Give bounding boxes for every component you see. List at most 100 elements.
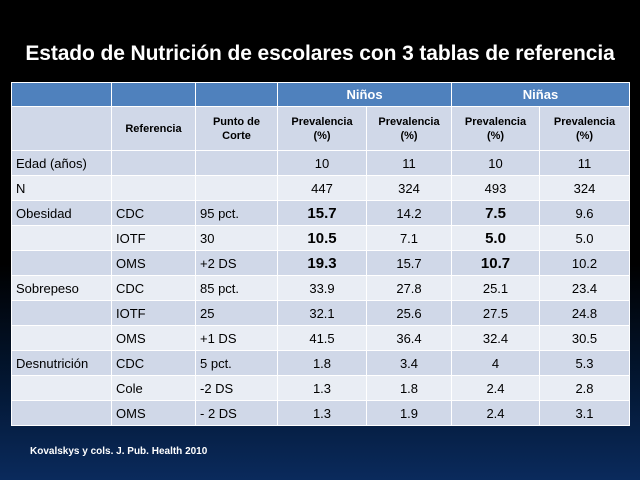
column-header-prevalencia-ninos-1: Prevalencia (%) <box>277 106 367 151</box>
column-header-row: Referencia Punto de Corte Prevalencia (%… <box>11 106 630 151</box>
table-row: OMS - 2 DS 1.3 1.9 2.4 3.1 <box>11 400 630 426</box>
punto-de-corte-cell: 5 pct. <box>195 350 278 376</box>
referencia-cell: Cole <box>111 375 196 401</box>
punto-de-corte-cell: -2 DS <box>195 375 278 401</box>
prevalence-cell: 1.3 <box>277 375 367 401</box>
table-row: OMS +1 DS 41.5 36.4 32.4 30.5 <box>11 325 630 351</box>
punto-de-corte-cell <box>195 175 278 201</box>
referencia-cell: OMS <box>111 250 196 276</box>
table-row: Obesidad CDC 95 pct. 15.7 14.2 7.5 9.6 <box>11 200 630 226</box>
prevalence-cell: 10.2 <box>539 250 630 276</box>
row-label-cell: Sobrepeso <box>11 275 112 301</box>
prevalence-cell: 24.8 <box>539 300 630 326</box>
punto-de-corte-cell: 85 pct. <box>195 275 278 301</box>
prevalence-cell: 2.4 <box>451 400 540 426</box>
referencia-cell: IOTF <box>111 300 196 326</box>
column-header-prevalencia-ninos-2: Prevalencia (%) <box>366 106 452 151</box>
prevalence-cell: 1.9 <box>366 400 452 426</box>
prevalence-cell: 25.1 <box>451 275 540 301</box>
prevalence-cell: 36.4 <box>366 325 452 351</box>
prevalence-cell: 5.0 <box>451 225 540 251</box>
prevalence-cell: 32.4 <box>451 325 540 351</box>
empty-header-cell <box>11 106 112 151</box>
citation: Kovalskys y cols. J. Pub. Health 2010 <box>30 446 208 457</box>
empty-header-cell <box>111 82 196 107</box>
prevalence-cell: 5.0 <box>539 225 630 251</box>
group-header-ninas: Niñas <box>451 82 630 107</box>
prevalence-cell: 1.8 <box>366 375 452 401</box>
prevalence-cell: 41.5 <box>277 325 367 351</box>
prevalence-cell: 10 <box>451 150 540 176</box>
row-label-cell <box>11 325 112 351</box>
referencia-cell: CDC <box>111 200 196 226</box>
prevalence-cell: 7.5 <box>451 200 540 226</box>
empty-header-cell <box>11 82 112 107</box>
referencia-cell: IOTF <box>111 225 196 251</box>
prevalence-cell: 10.5 <box>277 225 367 251</box>
prevalence-cell: 5.3 <box>539 350 630 376</box>
table-row: Cole -2 DS 1.3 1.8 2.4 2.8 <box>11 375 630 401</box>
group-header-row: Niños Niñas <box>11 82 630 107</box>
prevalence-cell: 15.7 <box>277 200 367 226</box>
prevalence-cell: 4 <box>451 350 540 376</box>
row-label-cell <box>11 300 112 326</box>
row-label-cell <box>11 400 112 426</box>
prevalence-cell: 2.4 <box>451 375 540 401</box>
punto-de-corte-cell: +2 DS <box>195 250 278 276</box>
row-label-cell: Desnutrición <box>11 350 112 376</box>
prevalence-cell: 3.4 <box>366 350 452 376</box>
prevalence-cell: 10.7 <box>451 250 540 276</box>
row-label-cell: N <box>11 175 112 201</box>
referencia-cell: CDC <box>111 350 196 376</box>
column-header-referencia: Referencia <box>111 106 196 151</box>
table-row: Sobrepeso CDC 85 pct. 33.9 27.8 25.1 23.4 <box>11 275 630 301</box>
row-label-cell: Edad (años) <box>11 150 112 176</box>
referencia-cell <box>111 150 196 176</box>
table-row: N 447 324 493 324 <box>11 175 630 201</box>
prevalence-cell: 30.5 <box>539 325 630 351</box>
prevalence-cell: 9.6 <box>539 200 630 226</box>
column-header-prevalencia-ninas-1: Prevalencia (%) <box>451 106 540 151</box>
prevalence-cell: 33.9 <box>277 275 367 301</box>
slide-title: Estado de Nutrición de escolares con 3 t… <box>25 42 615 65</box>
prevalence-cell: 23.4 <box>539 275 630 301</box>
referencia-cell <box>111 175 196 201</box>
table-row: Edad (años) 10 11 10 11 <box>11 150 630 176</box>
prevalence-cell: 447 <box>277 175 367 201</box>
empty-header-cell <box>195 82 278 107</box>
punto-de-corte-cell: 30 <box>195 225 278 251</box>
prevalence-cell: 15.7 <box>366 250 452 276</box>
prevalence-cell: 11 <box>539 150 630 176</box>
table-row: OMS +2 DS 19.3 15.7 10.7 10.2 <box>11 250 630 276</box>
prevalence-cell: 7.1 <box>366 225 452 251</box>
prevalence-cell: 324 <box>366 175 452 201</box>
prevalence-cell: 25.6 <box>366 300 452 326</box>
referencia-cell: OMS <box>111 325 196 351</box>
table-row: IOTF 25 32.1 25.6 27.5 24.8 <box>11 300 630 326</box>
prevalence-cell: 14.2 <box>366 200 452 226</box>
punto-de-corte-cell: 25 <box>195 300 278 326</box>
prevalence-cell: 11 <box>366 150 452 176</box>
table-row: IOTF 30 10.5 7.1 5.0 5.0 <box>11 225 630 251</box>
group-header-ninos: Niños <box>277 82 452 107</box>
prevalence-cell: 2.8 <box>539 375 630 401</box>
prevalence-cell: 493 <box>451 175 540 201</box>
punto-de-corte-cell: - 2 DS <box>195 400 278 426</box>
referencia-cell: CDC <box>111 275 196 301</box>
punto-de-corte-cell: 95 pct. <box>195 200 278 226</box>
column-header-prevalencia-ninas-2: Prevalencia (%) <box>539 106 630 151</box>
row-label-cell <box>11 225 112 251</box>
prevalence-cell: 324 <box>539 175 630 201</box>
prevalence-cell: 3.1 <box>539 400 630 426</box>
row-label-cell <box>11 250 112 276</box>
table-row: Desnutrición CDC 5 pct. 1.8 3.4 4 5.3 <box>11 350 630 376</box>
punto-de-corte-cell <box>195 150 278 176</box>
row-label-cell: Obesidad <box>11 200 112 226</box>
prevalence-cell: 27.8 <box>366 275 452 301</box>
prevalence-cell: 10 <box>277 150 367 176</box>
row-label-cell <box>11 375 112 401</box>
prevalence-cell: 19.3 <box>277 250 367 276</box>
punto-de-corte-cell: +1 DS <box>195 325 278 351</box>
nutrition-table: Niños Niñas Referencia Punto de Corte Pr… <box>11 82 630 426</box>
prevalence-cell: 1.8 <box>277 350 367 376</box>
